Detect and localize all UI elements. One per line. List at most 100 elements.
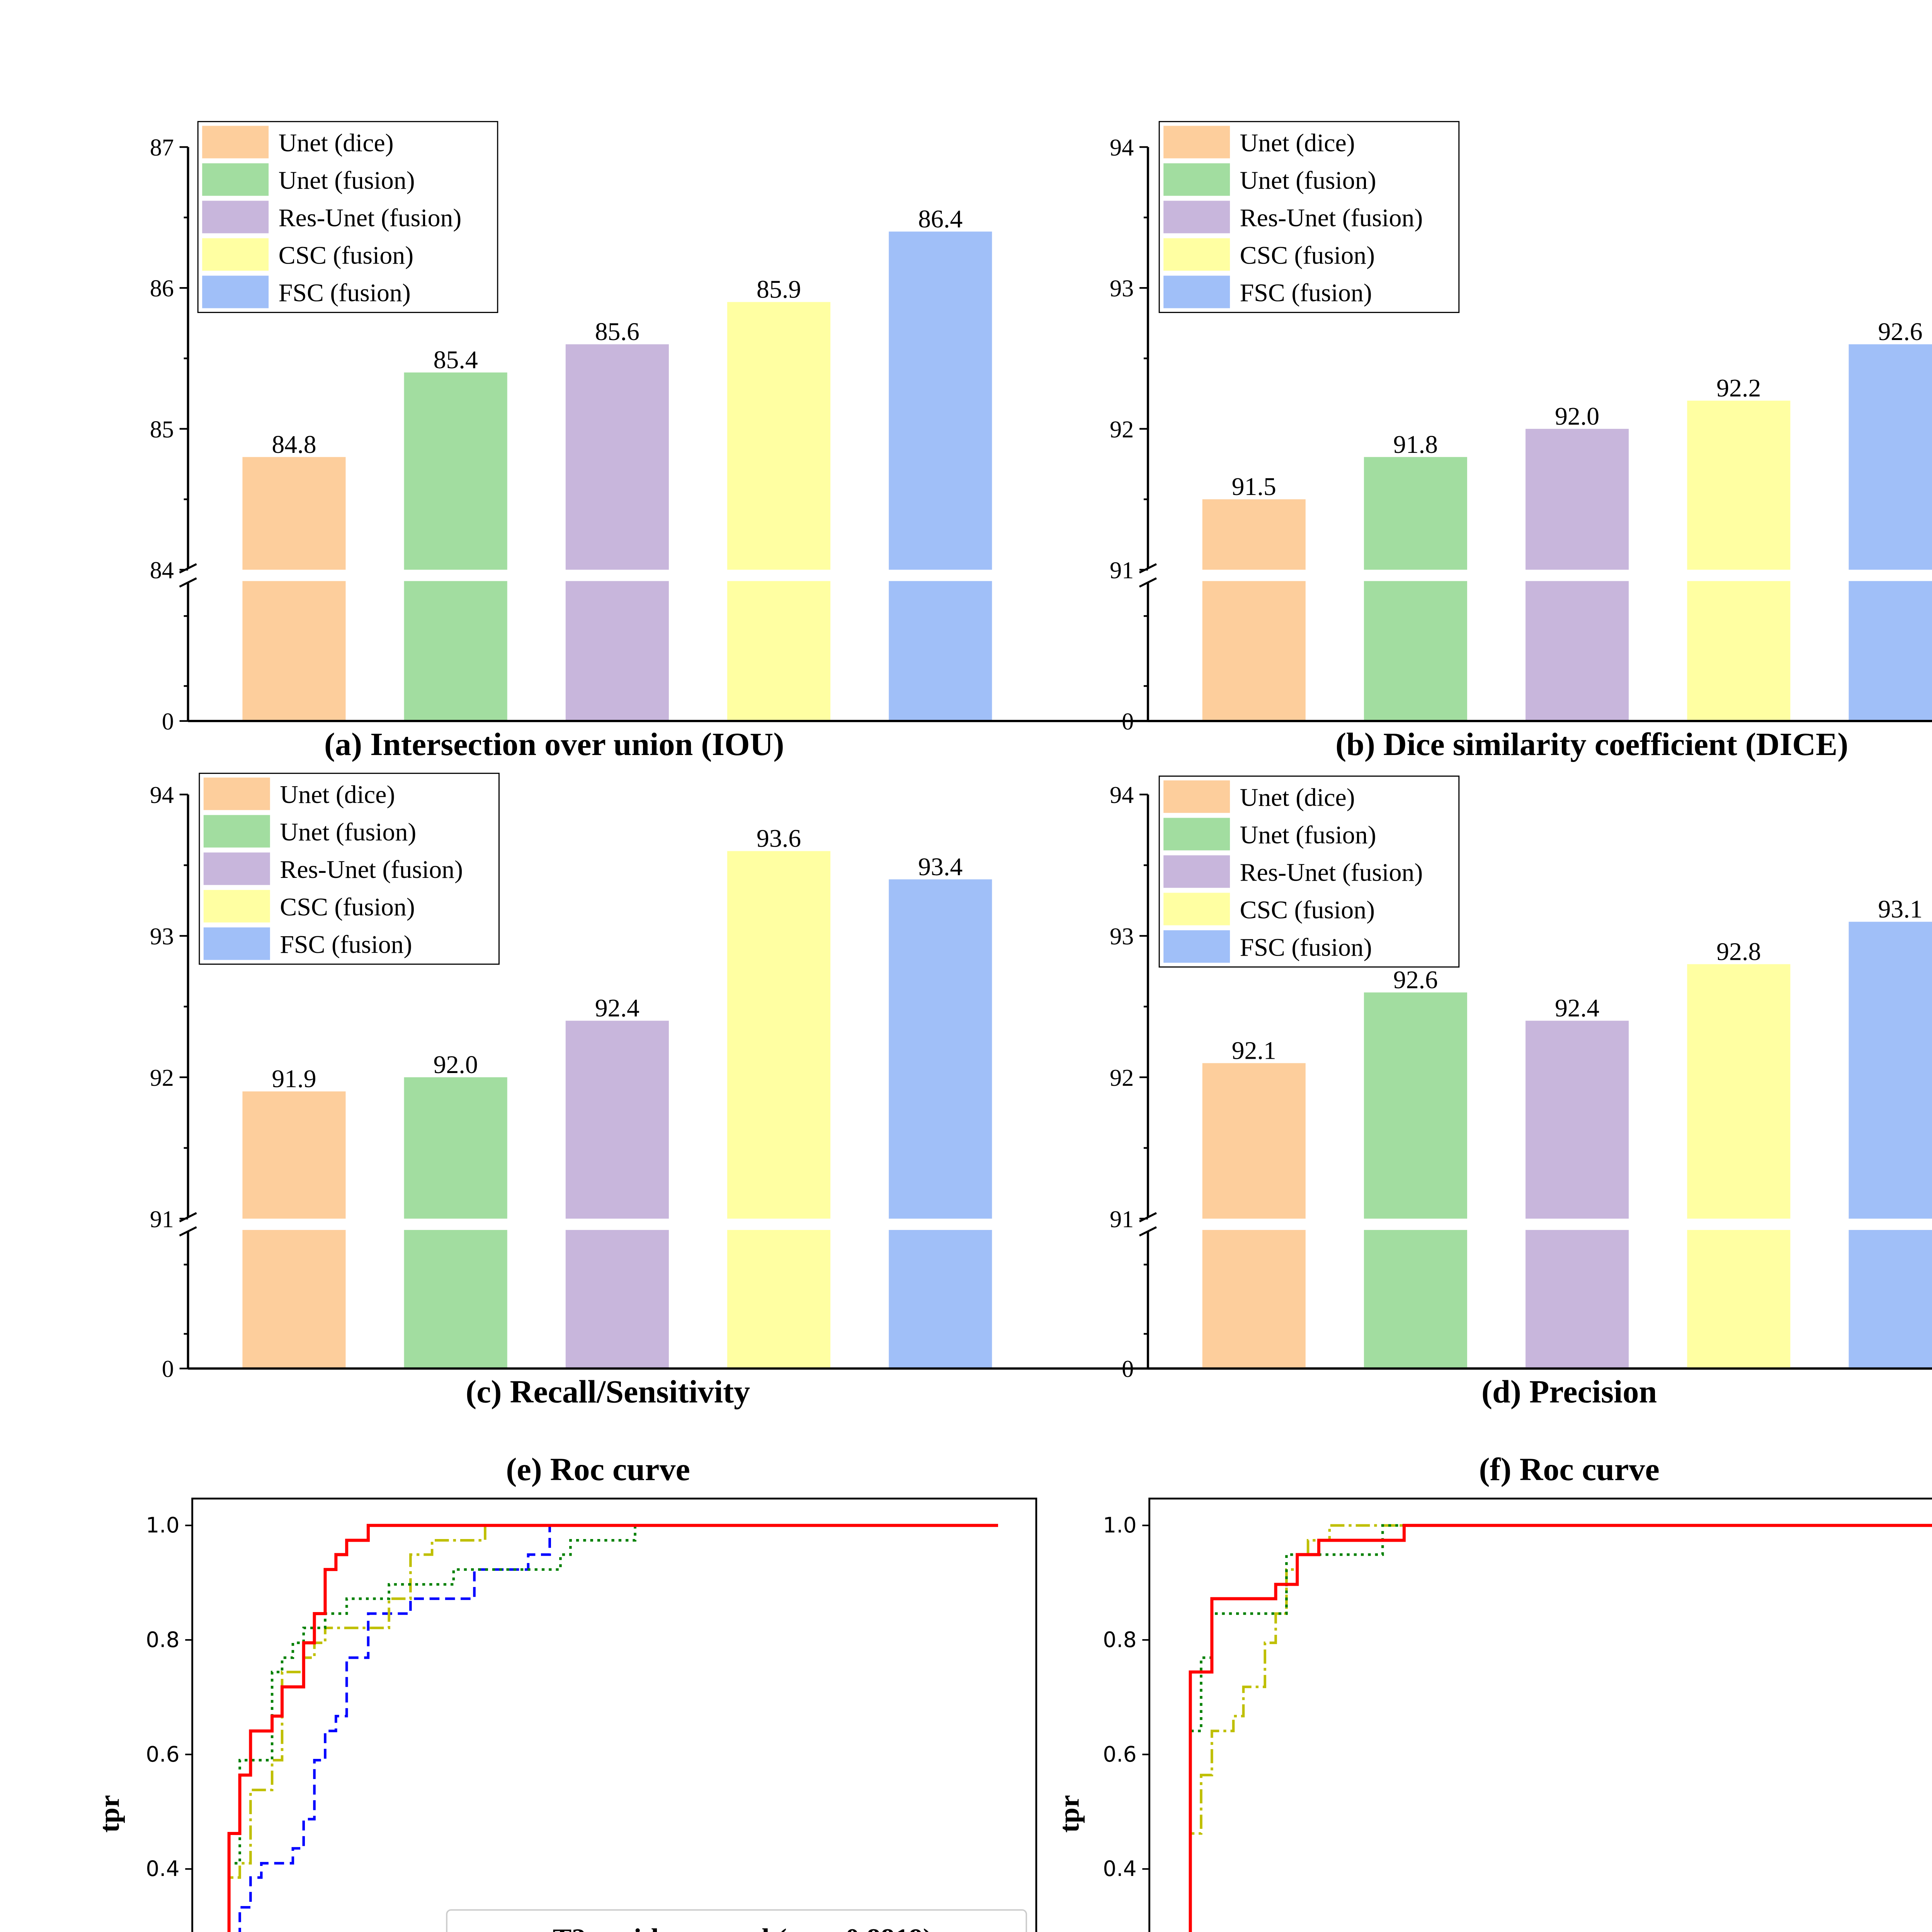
legend-label: Res-Unet (fusion) bbox=[1240, 204, 1423, 232]
y-tick-label: 0.6 bbox=[1103, 1742, 1136, 1767]
legend-label: Res-Unet (fusion) bbox=[279, 204, 462, 232]
axis-break-mark bbox=[179, 1226, 197, 1237]
y-tick-label: 0.8 bbox=[1103, 1627, 1136, 1652]
legend-swatch bbox=[203, 777, 270, 810]
legend-label: FSC (fusion) bbox=[279, 279, 411, 307]
roc-series-line bbox=[1189, 1524, 1932, 1932]
roc-chart-f: (f) Roc curve0.00.20.40.60.81.00.00.20.4… bbox=[1054, 1452, 1932, 1932]
legend-swatch bbox=[1163, 818, 1230, 850]
panel-title: (c) Recall/Sensitivity bbox=[466, 1374, 750, 1410]
bar-value-label: 91.9 bbox=[272, 1065, 316, 1093]
legend-swatch bbox=[1163, 893, 1230, 925]
y-tick-label: 0.6 bbox=[146, 1742, 179, 1767]
legend-label: Unet (dice) bbox=[279, 129, 394, 157]
bar-chart-a: 84.8 85.4 85.6 85.9 86.4 84 85 86 87 0 Unet (dice)… bbox=[150, 121, 1932, 762]
y-tick-label: 1.0 bbox=[1103, 1513, 1136, 1537]
legend-label: CSC (fusion) bbox=[279, 241, 413, 269]
bar-chart-d: 92.1 92.6 92.4 92.8 93.1 91 92 93 94 0 Unet (dice)… bbox=[1110, 776, 1932, 1410]
bar-upper-3 bbox=[1526, 429, 1629, 570]
bar-value-label: 92.6 bbox=[1393, 966, 1438, 994]
legend-label: FSC (fusion) bbox=[1240, 279, 1372, 307]
bar-lower-4 bbox=[1687, 1230, 1791, 1369]
legend-label: Unet (fusion) bbox=[1240, 821, 1376, 849]
y-tick-label: 85 bbox=[150, 417, 174, 443]
y-tick-label: 0.4 bbox=[146, 1856, 179, 1881]
bar-value-label: 85.4 bbox=[434, 346, 478, 374]
bar-value-label: 91.5 bbox=[1232, 473, 1276, 501]
bar-upper-4 bbox=[1687, 964, 1791, 1219]
bar-upper-5 bbox=[1849, 922, 1932, 1219]
bar-lower-3 bbox=[1526, 581, 1629, 721]
panel-title: (b) Dice similarity coefficient (DICE) bbox=[1335, 726, 1848, 762]
legend-label: T2w without mask(auc=0.8819) bbox=[553, 1923, 933, 1932]
bar-lower-3 bbox=[565, 581, 669, 721]
y-tick-label: 92 bbox=[150, 1065, 174, 1091]
bar-lower-1 bbox=[242, 1230, 346, 1369]
bar-lower-1 bbox=[1202, 1230, 1306, 1369]
bar-value-label: 93.6 bbox=[757, 825, 801, 853]
legend-label: Unet (dice) bbox=[1240, 129, 1355, 157]
bar-value-label: 93.4 bbox=[918, 853, 963, 881]
axis-break-mark bbox=[179, 1212, 197, 1223]
bar-upper-5 bbox=[889, 879, 992, 1219]
legend-swatch bbox=[202, 126, 269, 158]
panel-title: (e) Roc curve bbox=[506, 1452, 690, 1488]
bar-upper-5 bbox=[1849, 344, 1932, 570]
legend-label: FSC (fusion) bbox=[1240, 933, 1372, 961]
axis-break-mark bbox=[1139, 1226, 1157, 1237]
bar-lower-5 bbox=[1849, 1230, 1932, 1369]
y-tick-label: 93 bbox=[1110, 276, 1134, 302]
legend-swatch bbox=[202, 276, 269, 308]
legend-label: Unet (fusion) bbox=[1240, 166, 1376, 194]
bar-lower-1 bbox=[1202, 581, 1306, 721]
legend-swatch bbox=[203, 890, 270, 923]
legend-swatch bbox=[1163, 855, 1230, 888]
y-tick-label: 0.8 bbox=[146, 1627, 179, 1652]
legend-swatch bbox=[202, 163, 269, 196]
legend-label: CSC (fusion) bbox=[1240, 896, 1375, 924]
y-tick-label: 91 bbox=[150, 1206, 174, 1233]
bar-upper-3 bbox=[1526, 1020, 1629, 1219]
legend-label: CSC (fusion) bbox=[1240, 241, 1375, 269]
y-tick-label: 86 bbox=[150, 276, 174, 302]
legend: Unet (dice) Unet (fusion) Res-Unet (fusion… bbox=[199, 772, 500, 965]
plot-frame bbox=[191, 1497, 1037, 1932]
legend-label: Unet (dice) bbox=[280, 781, 395, 809]
plot-frame bbox=[1148, 1497, 1932, 1932]
roc-series-line bbox=[238, 1524, 998, 1932]
legend-swatch bbox=[1163, 201, 1230, 233]
bar-upper-2 bbox=[1364, 992, 1467, 1219]
roc-chart-e: (e) Roc curve0.00.20.40.60.81.00.00.20.4… bbox=[94, 1452, 1037, 1932]
y-tick-label: 0.4 bbox=[1103, 1856, 1136, 1881]
bar-value-label: 86.4 bbox=[918, 205, 963, 233]
bar-value-label: 84.8 bbox=[272, 430, 316, 459]
legend-label: Res-Unet (fusion) bbox=[1240, 858, 1423, 886]
y-tick-label: 0 bbox=[162, 709, 174, 735]
bar-lower-4 bbox=[727, 1230, 831, 1369]
bar-value-label: 92.1 bbox=[1232, 1036, 1276, 1065]
legend-swatch bbox=[1163, 780, 1230, 813]
legend: Unet (dice) Unet (fusion) Res-Unet (fusion… bbox=[1158, 121, 1460, 313]
bar-upper-2 bbox=[404, 372, 507, 570]
y-tick-label: 94 bbox=[1110, 782, 1134, 808]
y-tick-label: 93 bbox=[150, 923, 174, 950]
y-tick-label: 0 bbox=[1122, 709, 1134, 735]
bar-value-label: 92.8 bbox=[1716, 937, 1761, 966]
legend-swatch bbox=[203, 852, 270, 885]
bar-upper-2 bbox=[404, 1077, 507, 1219]
bar-lower-4 bbox=[1687, 581, 1791, 721]
axis-break-mark bbox=[179, 577, 197, 588]
legend-label: Unet (fusion) bbox=[279, 166, 415, 194]
bar-lower-2 bbox=[404, 581, 507, 721]
y-tick-label: 0 bbox=[162, 1356, 174, 1383]
bar-lower-5 bbox=[1849, 581, 1932, 721]
bar-upper-5 bbox=[889, 231, 992, 570]
panel-title: (d) Precision bbox=[1481, 1374, 1657, 1410]
legend-swatch bbox=[203, 815, 270, 848]
y-tick-label: 92 bbox=[1110, 417, 1134, 443]
panel-title: (f) Roc curve bbox=[1479, 1452, 1660, 1488]
roc-series-line bbox=[1189, 1524, 1932, 1932]
bar-lower-4 bbox=[727, 581, 831, 721]
bar-upper-4 bbox=[1687, 400, 1791, 570]
